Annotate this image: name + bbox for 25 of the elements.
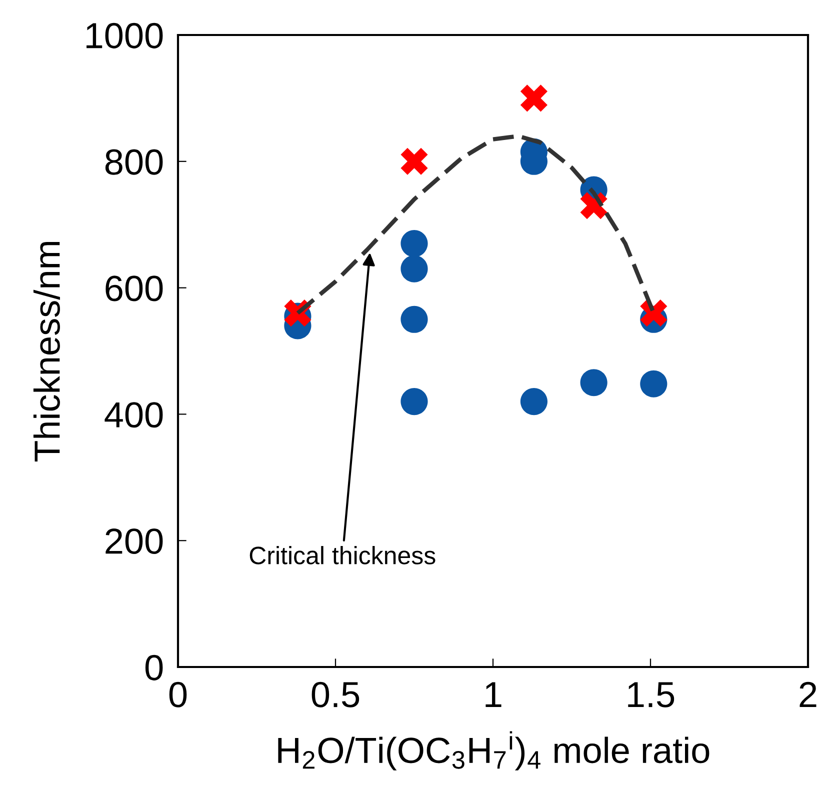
y-tick-label: 400 bbox=[104, 402, 163, 428]
point bbox=[580, 369, 608, 396]
point bbox=[580, 192, 608, 220]
x-tick-label: 0 bbox=[169, 682, 187, 708]
point bbox=[640, 300, 668, 327]
point bbox=[640, 370, 668, 398]
point bbox=[400, 388, 428, 416]
y-tick-label: 600 bbox=[106, 276, 163, 302]
annotation: Critical thickness bbox=[250, 546, 436, 564]
x-tick-label: 1.5 bbox=[628, 682, 674, 708]
x-tick-label: 2 bbox=[800, 682, 816, 708]
y-tick-label: 200 bbox=[106, 528, 163, 554]
y-tick-label: 0 bbox=[145, 654, 163, 680]
x-tick-label: 1 bbox=[486, 682, 502, 708]
point bbox=[520, 84, 548, 112]
point bbox=[400, 306, 428, 333]
y-axis-title: Thickness/nm bbox=[33, 242, 60, 462]
point bbox=[400, 148, 428, 175]
point bbox=[400, 255, 428, 282]
point bbox=[400, 230, 428, 258]
y-tick-label: 800 bbox=[105, 149, 163, 175]
point bbox=[520, 388, 548, 416]
y-tick-label: 1000 bbox=[86, 22, 163, 48]
text: H$_{2}$O/Ti(OC$_{3}$H$_{7}$$^{i}$)$_{4}$ mole ratio bbox=[278, 731, 710, 770]
x-tick-label: 0.5 bbox=[312, 682, 360, 708]
